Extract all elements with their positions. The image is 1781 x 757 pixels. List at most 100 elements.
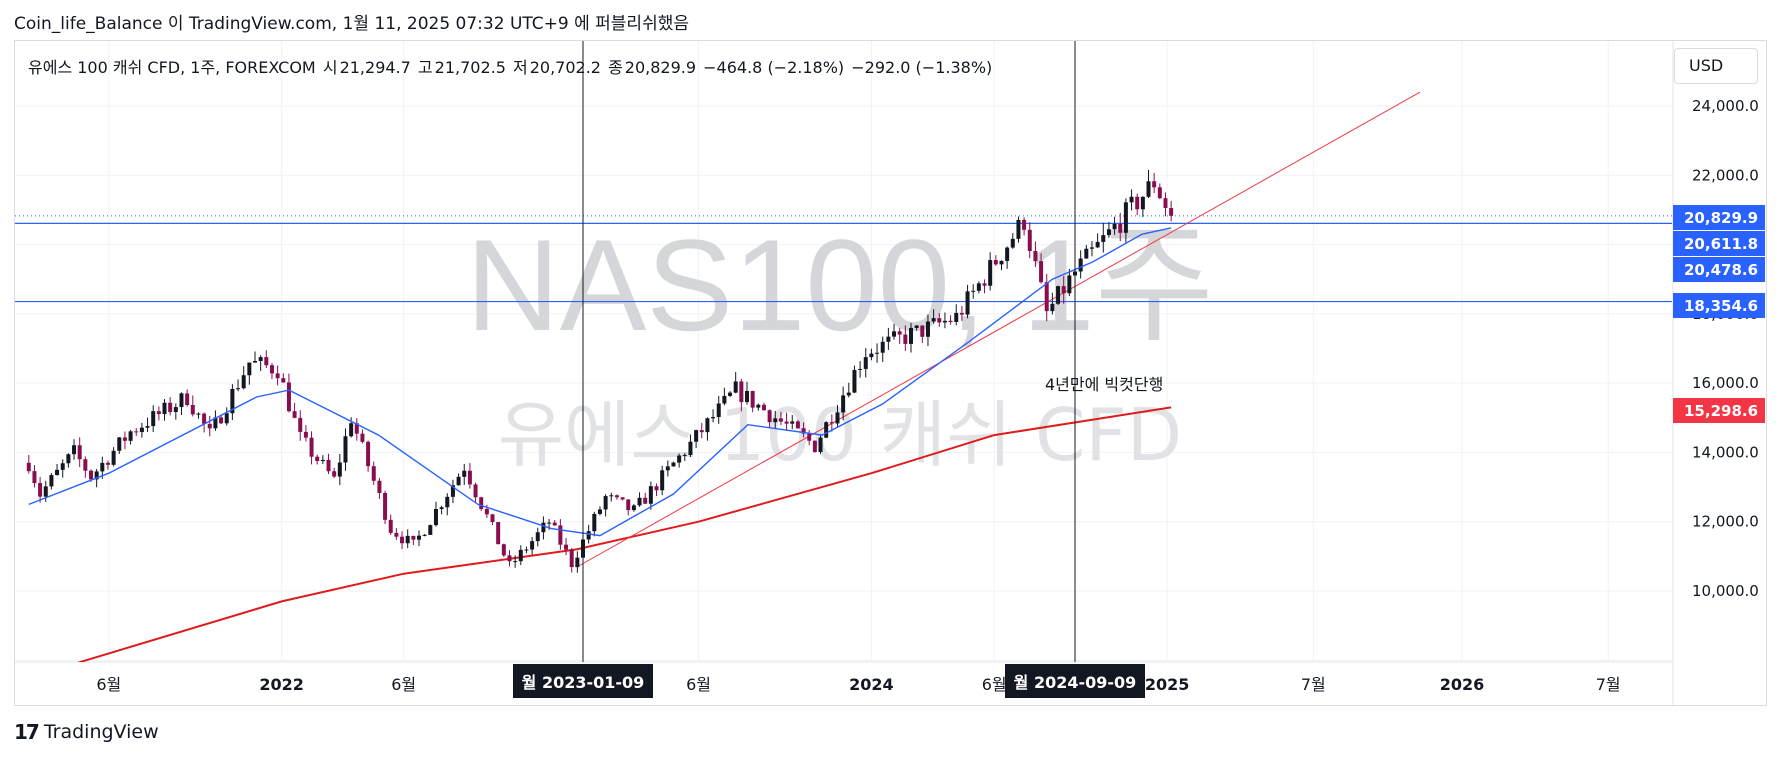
candle-body bbox=[26, 462, 31, 472]
candle bbox=[852, 365, 857, 393]
legend-change: −464.8 (−2.18%) bbox=[703, 58, 845, 77]
candle bbox=[179, 392, 184, 416]
candle bbox=[32, 465, 37, 488]
candle-body bbox=[394, 532, 399, 537]
candle-body bbox=[450, 485, 455, 497]
candle-body bbox=[168, 402, 173, 413]
candle-body bbox=[965, 291, 970, 315]
candle bbox=[631, 504, 636, 512]
candle bbox=[682, 452, 687, 461]
candle bbox=[258, 355, 263, 371]
candle bbox=[1078, 250, 1083, 279]
candle-body bbox=[801, 428, 806, 434]
candle-body bbox=[829, 422, 834, 424]
footer-brand[interactable]: TradingView bbox=[43, 721, 159, 743]
legend-open-label: 시 bbox=[322, 58, 338, 77]
candle-body bbox=[982, 283, 987, 286]
candle bbox=[1033, 241, 1038, 268]
candle-body bbox=[66, 454, 71, 464]
trendline bbox=[577, 91, 1421, 568]
candle-body bbox=[462, 470, 467, 477]
candle-body bbox=[83, 459, 88, 471]
legend-close-label: 종 bbox=[608, 58, 623, 77]
candle-body bbox=[151, 411, 156, 427]
candle-body bbox=[236, 388, 241, 390]
candle bbox=[880, 336, 885, 362]
plot-layer bbox=[15, 91, 1672, 662]
candle-body bbox=[1101, 235, 1106, 242]
candle-body bbox=[383, 493, 388, 520]
candle-body bbox=[292, 411, 297, 418]
candle-body bbox=[202, 413, 207, 424]
candle-body bbox=[869, 353, 874, 358]
candle bbox=[677, 453, 682, 468]
time-axis-tick: 2024 bbox=[849, 675, 894, 694]
candle-body bbox=[507, 555, 512, 562]
candle bbox=[405, 529, 410, 549]
candle-body bbox=[89, 470, 93, 480]
candle-body bbox=[858, 368, 863, 370]
candle-body bbox=[269, 365, 274, 374]
candle-body bbox=[1163, 198, 1168, 208]
candle bbox=[433, 501, 438, 527]
candle-body bbox=[756, 404, 761, 408]
candle bbox=[66, 453, 71, 468]
candle-body bbox=[139, 427, 144, 433]
candle-body bbox=[303, 431, 308, 438]
candle bbox=[26, 454, 31, 474]
candle bbox=[1050, 292, 1055, 315]
candle bbox=[954, 304, 959, 326]
legend-symbol[interactable]: 유에스 100 캐쉬 CFD, 1주, FOREXCOM bbox=[28, 58, 316, 77]
candle bbox=[269, 363, 274, 380]
candle bbox=[326, 453, 331, 475]
candle-body bbox=[903, 334, 908, 344]
candle bbox=[236, 379, 241, 392]
candle bbox=[999, 260, 1004, 271]
candle bbox=[620, 497, 625, 501]
candle-body bbox=[886, 336, 891, 342]
candle bbox=[767, 409, 772, 429]
candle bbox=[524, 546, 529, 554]
candle-body bbox=[778, 418, 783, 422]
candle bbox=[575, 551, 580, 573]
candle-body bbox=[682, 454, 687, 456]
candle bbox=[450, 479, 455, 504]
candle-body bbox=[1135, 196, 1140, 210]
candle-body bbox=[795, 421, 800, 429]
candle-body bbox=[343, 436, 348, 463]
time-axis-tick: 6월 bbox=[982, 675, 1007, 694]
candle-body bbox=[1022, 219, 1027, 230]
candle-body bbox=[230, 388, 235, 414]
currency-button[interactable]: USD bbox=[1674, 48, 1758, 84]
candle-body bbox=[988, 260, 993, 286]
candle bbox=[993, 255, 998, 266]
candle-body bbox=[812, 440, 817, 453]
price-axis-tick: 24,000.0 bbox=[1692, 97, 1759, 115]
candle-body bbox=[337, 462, 342, 477]
candle bbox=[156, 406, 161, 421]
tradingview-logo-icon[interactable]: 17 bbox=[14, 720, 40, 744]
candle bbox=[1016, 216, 1021, 243]
candle bbox=[597, 506, 602, 516]
candle-body bbox=[728, 392, 733, 396]
candle-body bbox=[863, 357, 868, 369]
candle-body bbox=[711, 417, 716, 419]
candle-body bbox=[213, 417, 218, 429]
candle bbox=[241, 366, 246, 390]
candle-body bbox=[1140, 196, 1145, 210]
candle-body bbox=[366, 441, 371, 467]
time-axis-tick: 2022 bbox=[259, 675, 304, 694]
candle bbox=[1010, 233, 1015, 249]
candle-body bbox=[1067, 275, 1072, 294]
candle bbox=[1101, 222, 1106, 253]
candle bbox=[790, 414, 795, 430]
candle bbox=[168, 397, 173, 416]
candle bbox=[253, 351, 257, 363]
candle bbox=[643, 492, 648, 504]
candle bbox=[332, 467, 337, 479]
candle bbox=[490, 513, 495, 526]
candle bbox=[971, 284, 976, 299]
candle-body bbox=[631, 505, 636, 511]
candle bbox=[829, 414, 834, 432]
